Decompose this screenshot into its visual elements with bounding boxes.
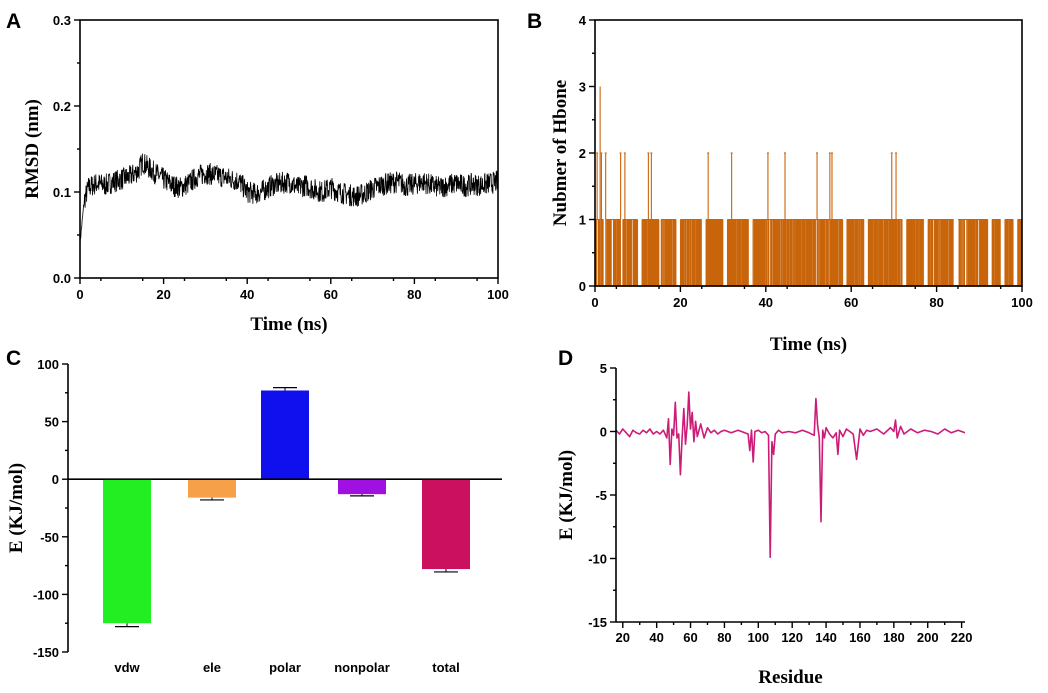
decomposition-y-tick-label: -10	[588, 552, 607, 567]
hbond-x-tick-label: 0	[591, 295, 598, 310]
rmsd-y-tick-label: 0.2	[53, 99, 71, 114]
hbond-x-tick-label: 60	[844, 295, 858, 310]
hbond-chart: 0 20 40 60 80 100 0 1 2 3 4 Time (ns) Nubmer of Hbon…	[550, 13, 1033, 355]
decomposition-x-tick-label: 80	[717, 630, 731, 645]
rmsd-y-axis-label: RMSD (nm)	[22, 99, 43, 199]
rmsd-x-tick-label: 100	[487, 287, 509, 302]
rmsd-y-tick-label: 0.0	[53, 271, 71, 286]
rmsd-x-tick-label: 60	[324, 287, 338, 302]
panel-letter-b: B	[527, 10, 542, 33]
hbond-y-tick-label: 1	[579, 213, 586, 228]
hbond-y-tick-label: 2	[579, 146, 586, 161]
energy-y-tick-label: 100	[37, 357, 59, 372]
energy-y-tick-label: 0	[52, 472, 59, 487]
rmsd-y-tick-label: 0.3	[53, 13, 71, 28]
energy-y-tick-label: 50	[45, 415, 59, 430]
hbond-x-tick-label: 100	[1011, 295, 1033, 310]
rmsd-x-axis-label: Time (ns)	[250, 314, 327, 335]
decomposition-x-tick-label: 160	[849, 630, 871, 645]
decomposition-x-tick-label: 20	[616, 630, 630, 645]
decomposition-x-tick-label: 40	[649, 630, 663, 645]
energy-category-label: total	[432, 660, 459, 675]
panel-letter-d: D	[558, 347, 573, 370]
decomposition-y-tick-label: 5	[600, 361, 607, 376]
rmsd-x-tick-label: 20	[156, 287, 170, 302]
decomposition-x-tick-label: 120	[781, 630, 803, 645]
decomposition-x-axis-label: Residue	[758, 667, 822, 688]
decomposition-x-tick-label: 180	[883, 630, 905, 645]
decomposition-series-line	[615, 391, 966, 559]
decomposition-y-axis-label: E (KJ/mol)	[556, 450, 577, 540]
hbond-x-tick-label: 80	[929, 295, 943, 310]
hbond-x-axis-label: Time (ns)	[770, 334, 847, 355]
energy-y-tick-label: -100	[33, 587, 59, 602]
rmsd-x-tick-label: 80	[407, 287, 421, 302]
decomposition-x-tick-label: 220	[951, 630, 973, 645]
rmsd-chart: 0 20 40 60 80 100 0.0 0.1 0.2 0.3 Time (ns) RMSD (n…	[22, 13, 509, 335]
panel-letter-a: A	[6, 10, 21, 33]
rmsd-series-line	[79, 153, 499, 248]
energy-bar-vdw	[103, 479, 151, 624]
energy-category-label: nonpolar	[334, 660, 390, 675]
rmsd-x-tick-label: 0	[76, 287, 83, 302]
panel-letter-c: C	[6, 347, 21, 370]
decomposition-x-tick-label: 60	[683, 630, 697, 645]
rmsd-x-tick-label: 40	[240, 287, 254, 302]
energy-y-tick-label: -150	[33, 645, 59, 660]
decomposition-x-tick-label: 140	[815, 630, 837, 645]
hbond-y-tick-label: 4	[579, 13, 587, 28]
hbond-y-axis-label: Nubmer of Hbone	[550, 80, 571, 226]
residue-decomposition-chart: 20 40 60 80 100 120 140 160 180 200 220 5 0 -5 -10 -15 R…	[556, 361, 972, 688]
hbond-y-tick-label: 3	[579, 80, 586, 95]
energy-bar-ele	[188, 479, 236, 498]
energy-y-tick-label: -50	[40, 530, 59, 545]
decomposition-x-tick-label: 100	[747, 630, 769, 645]
energy-bar-polar	[261, 390, 309, 480]
hbond-series-value-one	[594, 219, 1023, 286]
rmsd-y-tick-label: 0.1	[53, 185, 71, 200]
hbond-x-tick-label: 40	[759, 295, 773, 310]
energy-bar-total	[422, 479, 470, 570]
energy-category-label: vdw	[114, 660, 140, 675]
energy-category-label: polar	[269, 660, 301, 675]
energy-y-axis-label: E (KJ/mol)	[6, 463, 27, 553]
energy-bar-chart: vdw ele polar nonpolar total 100 50 0 -50 -100 -15…	[6, 357, 502, 675]
decomposition-y-tick-label: -5	[595, 488, 607, 503]
rmsd-plot-frame	[79, 19, 499, 279]
energy-bar-nonpolar	[338, 479, 386, 495]
decomposition-y-tick-label: -15	[588, 615, 607, 630]
hbond-x-tick-label: 20	[673, 295, 687, 310]
decomposition-x-tick-label: 200	[917, 630, 939, 645]
hbond-y-tick-label: 0	[579, 279, 586, 294]
decomposition-y-tick-label: 0	[600, 425, 607, 440]
energy-category-label: ele	[203, 660, 221, 675]
